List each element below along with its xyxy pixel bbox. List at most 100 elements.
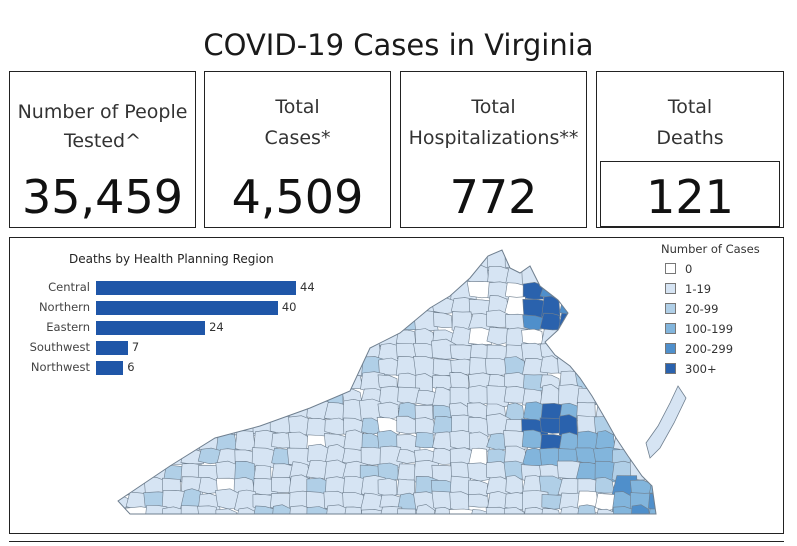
county-region[interactable] — [325, 524, 346, 533]
county-region[interactable] — [109, 508, 129, 529]
county-region[interactable] — [612, 295, 639, 315]
county-region[interactable] — [252, 369, 278, 390]
county-region[interactable] — [234, 386, 260, 408]
county-region[interactable] — [233, 343, 254, 365]
county-region[interactable] — [523, 521, 543, 533]
county-region[interactable] — [270, 374, 296, 394]
county-region[interactable] — [648, 520, 669, 533]
county-region[interactable] — [144, 447, 170, 464]
county-region[interactable] — [286, 386, 315, 406]
county-region[interactable] — [575, 296, 601, 318]
county-region[interactable] — [377, 238, 400, 256]
county-region[interactable] — [198, 358, 225, 376]
county-region[interactable] — [162, 385, 188, 411]
county-region[interactable] — [306, 506, 330, 524]
county-region[interactable] — [433, 312, 453, 328]
deaths-card[interactable]: Total Deaths 121 — [596, 71, 784, 228]
county-region[interactable] — [361, 509, 386, 528]
county-region[interactable] — [323, 296, 348, 316]
county-region[interactable] — [235, 507, 260, 524]
county-region[interactable] — [379, 294, 401, 320]
county-region[interactable] — [252, 342, 276, 359]
county-region[interactable] — [631, 313, 654, 334]
county-region[interactable] — [251, 328, 278, 344]
county-region[interactable] — [343, 311, 364, 328]
county-region[interactable] — [145, 387, 168, 410]
county-region[interactable] — [126, 239, 152, 254]
county-region[interactable] — [162, 358, 188, 379]
county-region[interactable] — [306, 253, 327, 275]
county-region[interactable] — [342, 521, 362, 532]
county-region[interactable] — [595, 508, 616, 524]
county-region[interactable] — [286, 355, 310, 378]
county-region[interactable] — [469, 524, 489, 532]
county-region[interactable] — [594, 238, 618, 258]
county-region[interactable] — [199, 524, 217, 532]
county-region[interactable] — [486, 326, 510, 346]
county-region[interactable] — [667, 507, 689, 527]
county-region[interactable] — [251, 401, 279, 420]
county-region[interactable] — [376, 279, 405, 302]
county-region[interactable] — [666, 433, 687, 448]
county-region[interactable] — [557, 506, 584, 527]
county-region[interactable] — [125, 417, 148, 438]
county-region[interactable] — [666, 447, 689, 467]
county-region[interactable] — [630, 415, 656, 437]
county-region[interactable] — [432, 238, 461, 259]
county-region[interactable] — [629, 343, 656, 365]
county-region[interactable] — [595, 308, 618, 332]
legend-item-1[interactable]: 1-19 — [665, 282, 711, 296]
county-region[interactable] — [271, 476, 293, 494]
county-region[interactable] — [416, 523, 435, 532]
county-region[interactable] — [289, 327, 314, 347]
county-region[interactable] — [450, 250, 473, 273]
county-region[interactable] — [648, 493, 669, 512]
county-region[interactable] — [251, 505, 277, 528]
county-region[interactable] — [361, 249, 379, 269]
county-region[interactable] — [413, 504, 436, 527]
county-region[interactable] — [540, 252, 560, 271]
county-region[interactable] — [648, 385, 672, 410]
county-region[interactable] — [235, 369, 257, 394]
legend-item-4[interactable]: 200-299 — [665, 342, 733, 356]
county-region[interactable] — [432, 506, 455, 527]
county-region[interactable] — [342, 263, 366, 288]
county-region[interactable] — [269, 524, 289, 532]
county-region[interactable] — [108, 384, 132, 408]
county-region[interactable] — [379, 310, 399, 333]
county-region[interactable] — [181, 387, 204, 408]
county-region[interactable] — [270, 343, 295, 364]
county-region[interactable] — [306, 355, 328, 376]
county-region[interactable] — [504, 507, 526, 527]
county-region[interactable] — [144, 340, 170, 364]
county-region[interactable] — [145, 430, 171, 449]
county-region[interactable] — [449, 491, 470, 512]
county-region[interactable] — [341, 298, 370, 320]
county-region[interactable] — [217, 522, 242, 532]
county-region[interactable] — [413, 267, 437, 285]
county-region[interactable] — [143, 418, 170, 435]
county-region[interactable] — [396, 296, 420, 318]
county-region[interactable] — [216, 356, 243, 380]
county-region[interactable] — [612, 238, 633, 257]
county-region[interactable] — [324, 339, 352, 364]
county-region[interactable] — [577, 357, 604, 379]
county-region[interactable] — [666, 474, 686, 498]
county-region[interactable] — [145, 403, 170, 424]
county-region[interactable] — [325, 504, 352, 527]
county-region[interactable] — [594, 263, 616, 286]
county-region[interactable] — [576, 327, 601, 348]
county-region[interactable] — [307, 324, 329, 349]
county-region[interactable] — [631, 387, 658, 405]
county-region[interactable] — [253, 524, 272, 532]
county-region[interactable] — [488, 522, 512, 532]
county-region[interactable] — [215, 342, 238, 363]
county-region[interactable] — [110, 460, 131, 485]
county-region[interactable] — [199, 370, 221, 392]
county-region[interactable] — [612, 282, 638, 307]
county-region[interactable] — [632, 521, 653, 532]
county-region[interactable] — [613, 340, 638, 360]
county-region[interactable] — [288, 339, 311, 361]
county-region[interactable] — [667, 460, 689, 483]
county-region[interactable] — [504, 249, 529, 271]
